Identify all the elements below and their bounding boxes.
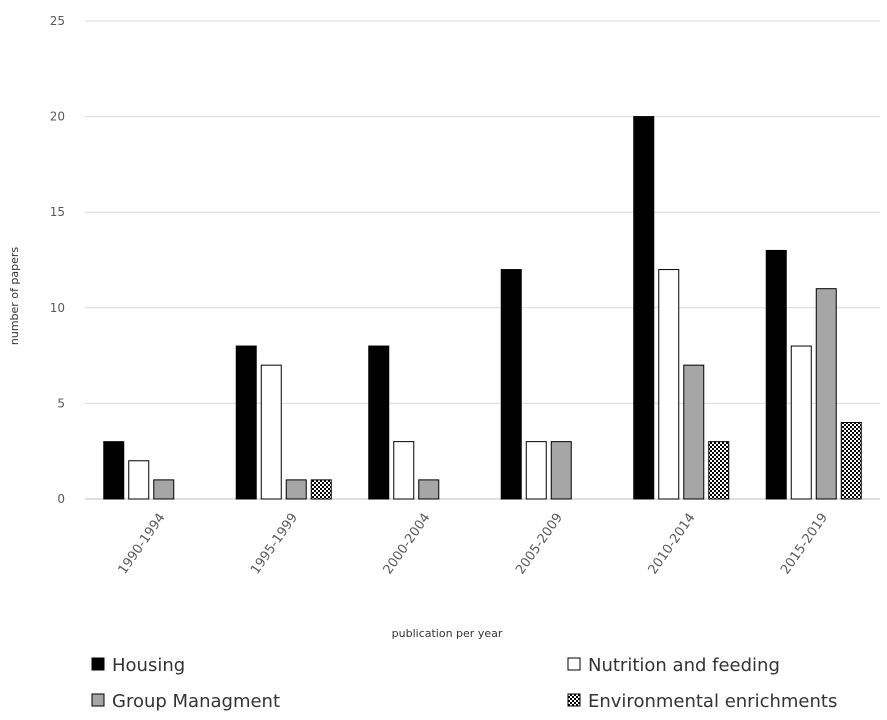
y-tick-label: 25 — [50, 14, 65, 28]
x-axis-title: publication per year — [392, 627, 503, 640]
x-axis-categories: 1990-1994 1995-1999 2000-2004 2005-2009 2010… — [116, 511, 831, 578]
bar-nutrition-and-feeding — [790, 345, 812, 500]
bar-nutrition-and-feeding — [260, 364, 282, 500]
bar-environmental-enrichments — [840, 422, 862, 500]
legend-label: Nutrition and feeding — [588, 655, 780, 676]
x-category-label: 1995-1999 — [248, 511, 301, 578]
bar-housing — [765, 249, 787, 500]
bar-group-managment — [285, 479, 307, 500]
y-tick-label: 5 — [57, 396, 65, 410]
legend-label: Environmental enrichments — [588, 691, 837, 712]
bar-housing — [368, 345, 390, 500]
x-category-label: 2000-2004 — [381, 511, 434, 578]
legend-label: Group Managment — [112, 691, 280, 712]
y-tick-label: 10 — [50, 301, 65, 315]
bar-nutrition-and-feeding — [128, 460, 150, 500]
legend-label: Housing — [112, 655, 185, 676]
y-tick-label: 15 — [50, 205, 65, 219]
bar-housing — [633, 116, 655, 500]
x-category-label: 1990-1994 — [116, 511, 169, 578]
legend: Housing Nutrition and feeding Group Managm… — [91, 655, 837, 712]
bar-housing — [500, 269, 522, 500]
y-tick-label: 20 — [50, 110, 65, 124]
x-category-label: 2010-2014 — [646, 511, 699, 578]
bar-housing — [235, 345, 257, 500]
bar-nutrition-and-feeding — [658, 269, 680, 500]
legend-swatch — [567, 693, 581, 707]
bar-environmental-enrichments — [310, 479, 332, 500]
y-tick-label: 0 — [57, 492, 65, 506]
bar-group-managment — [815, 288, 837, 500]
x-category-label: 2005-2009 — [513, 511, 566, 578]
legend-swatch — [91, 657, 105, 671]
bar-group-managment — [153, 479, 175, 500]
bar-group-managment — [550, 441, 572, 500]
bar-group-managment — [683, 364, 705, 500]
y-axis-title: number of papers — [8, 247, 21, 346]
bar-nutrition-and-feeding — [525, 441, 547, 500]
gridlines — [85, 20, 880, 500]
legend-swatch — [91, 693, 105, 707]
legend-swatch — [567, 657, 581, 671]
bar-environmental-enrichments — [708, 441, 730, 500]
bars — [103, 116, 862, 500]
bar-housing — [103, 441, 125, 500]
bar-nutrition-and-feeding — [393, 441, 415, 500]
x-category-label: 2015-2019 — [778, 511, 831, 578]
y-axis-ticks: 0 5 10 15 20 25 — [50, 14, 65, 506]
bar-group-managment — [418, 479, 440, 500]
